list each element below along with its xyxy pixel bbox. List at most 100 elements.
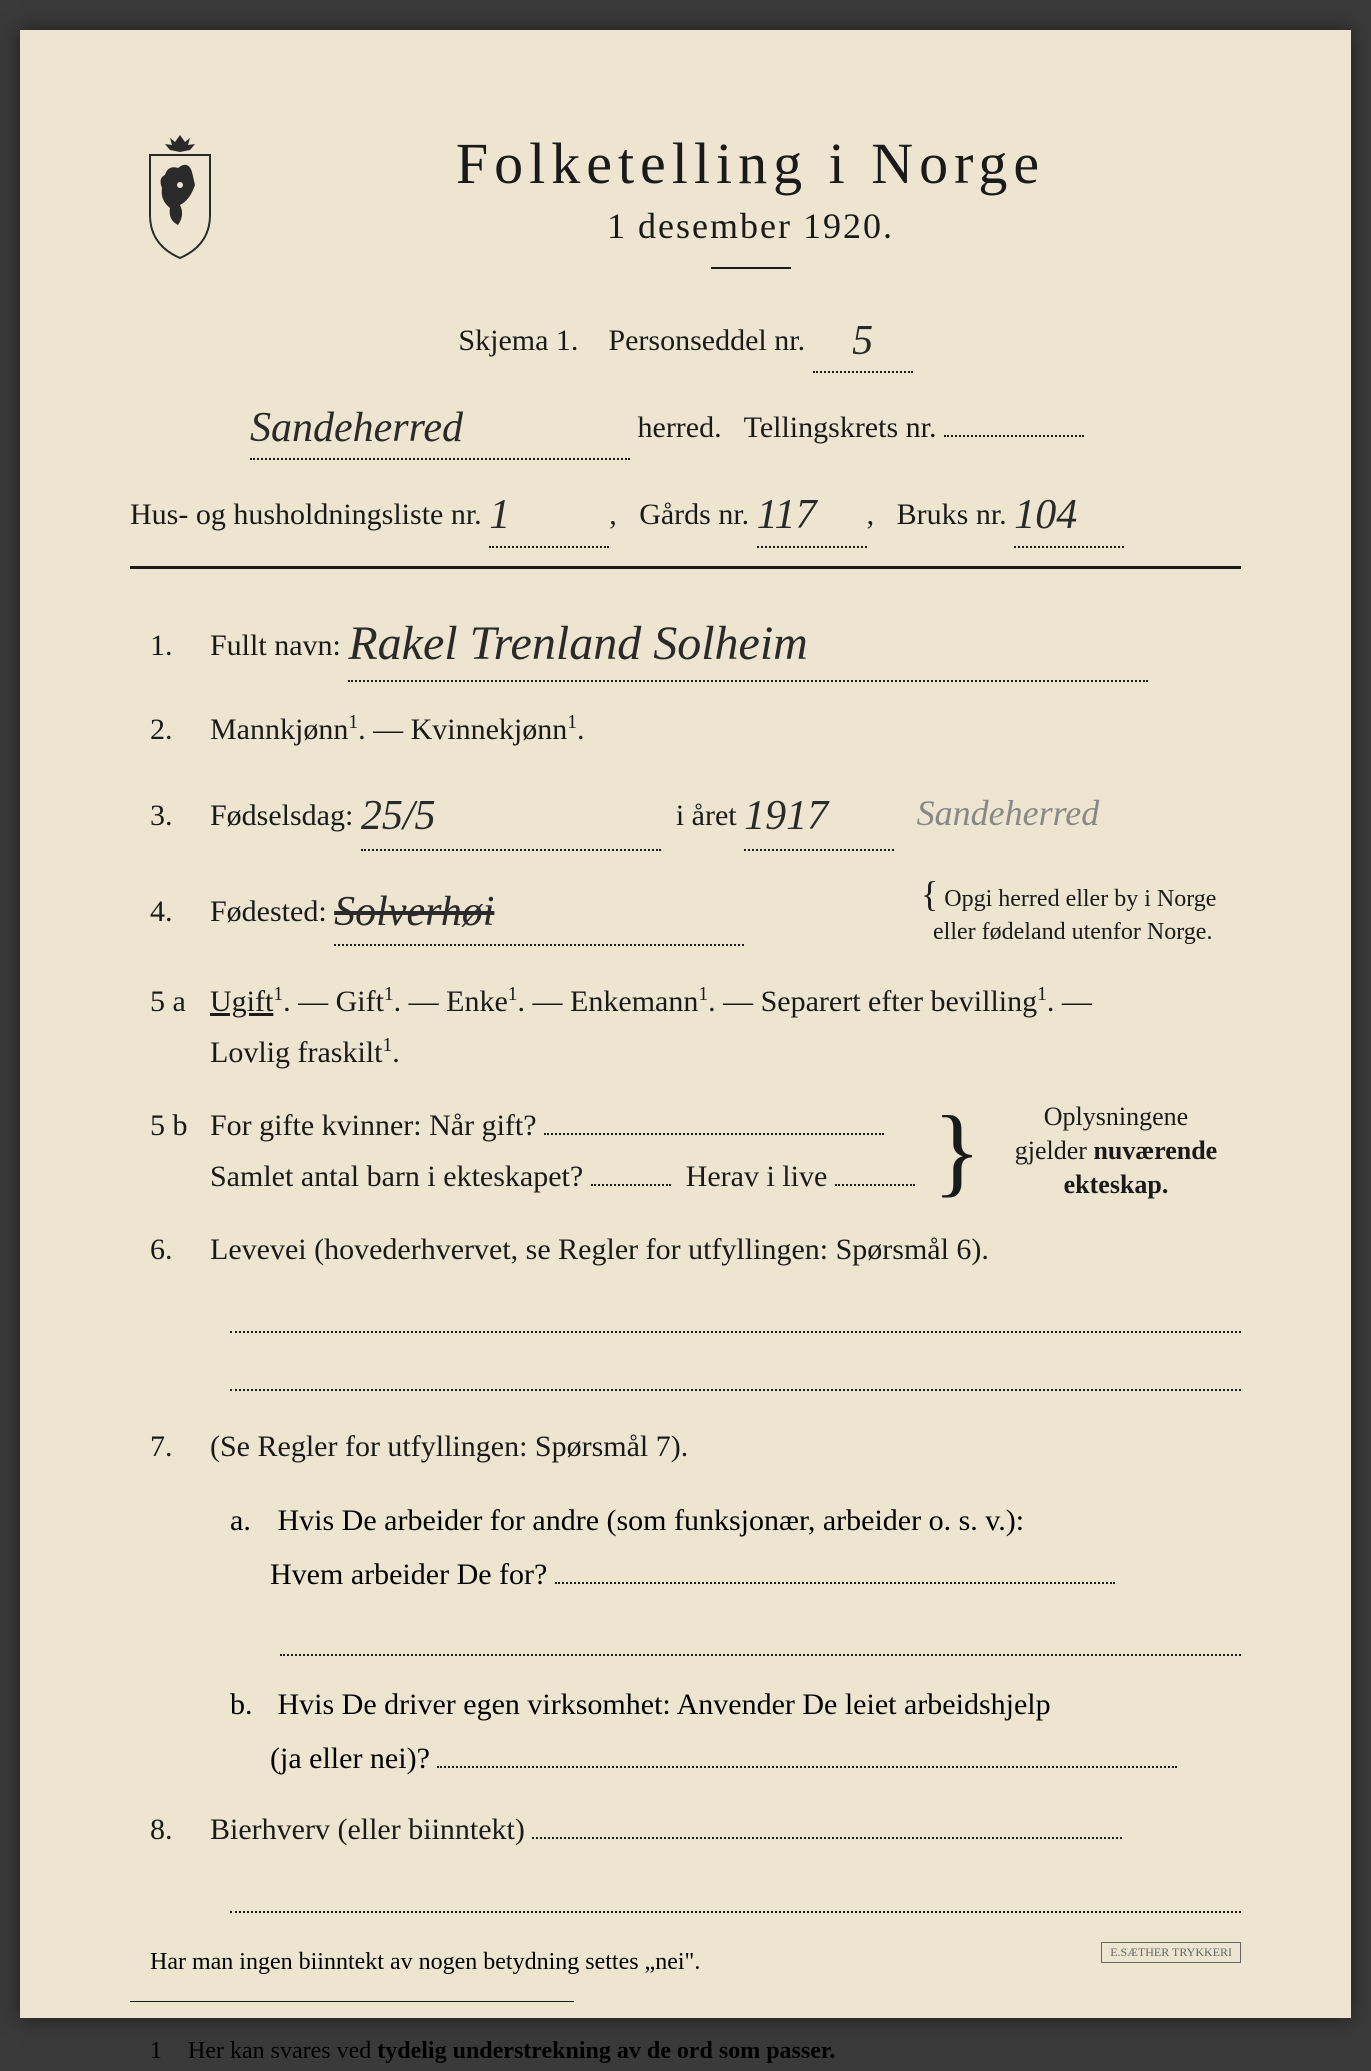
q1-field: Rakel Trenland Solheim <box>348 599 1148 683</box>
footer-note-2: 1 Her kan svares ved tydelig understrekn… <box>130 2032 1241 2070</box>
bruks-label: Bruks nr. <box>897 498 1007 531</box>
q7b-line2: (ja eller nei)? <box>270 1742 430 1775</box>
footnote-num: 1 <box>150 2038 162 2064</box>
header-row: Folketelling i Norge 1 desember 1920. <box>130 130 1241 294</box>
herred-line: Sandeherred herred. Tellingskrets nr. <box>130 391 1241 460</box>
question-7: 7. (Se Regler for utfyllingen: Spørsmål … <box>130 1421 1241 1472</box>
personseddel-field: 5 <box>813 304 913 373</box>
q2-sup-a: 1 <box>348 712 358 733</box>
footer-rule <box>130 2001 574 2002</box>
q4-value: Solverhøi <box>334 877 494 948</box>
q8-label: Bierhverv (eller biinntekt) <box>210 1813 525 1846</box>
main-title: Folketelling i Norge <box>260 130 1241 197</box>
coat-of-arms-icon <box>130 130 230 260</box>
q2-sup-b: 1 <box>567 712 577 733</box>
q8-field <box>532 1837 1122 1839</box>
q8-extra-line <box>230 1877 1241 1913</box>
personseddel-value: 5 <box>852 308 873 375</box>
husliste-value: 1 <box>489 482 510 549</box>
husliste-field: 1 <box>489 478 609 547</box>
q5b-line2b-field <box>835 1184 915 1186</box>
q4-note: { Opgi herred eller by i Norge eller fød… <box>921 871 1241 949</box>
coat-of-arms <box>130 130 230 260</box>
q5b-line2a-label: Samlet antal barn i ekteskapet? <box>210 1160 583 1193</box>
question-2: 2. Mannkjønn1. — Kvinnekjønn1. <box>130 704 1241 755</box>
q3-year-field: 1917 <box>744 777 894 850</box>
q5a-content: Ugift1. — Gift1. — Enke1. — Enkemann1. —… <box>210 976 1241 1078</box>
q8-content: Bierhverv (eller biinntekt) <box>210 1804 1241 1855</box>
q1-value: Rakel Trenland Solheim <box>348 603 808 685</box>
question-7b: b. Hvis De driver egen virksomhet: Anven… <box>130 1678 1241 1786</box>
q6-line2 <box>230 1355 1241 1391</box>
q7b-line1: Hvis De driver egen virksomhet: Anvender… <box>278 1688 1051 1721</box>
herred-field: Sandeherred <box>250 391 630 460</box>
q7a-field <box>555 1582 1115 1584</box>
q5b-line1-field <box>544 1133 884 1135</box>
q1-label: Fullt navn: <box>210 629 341 662</box>
q6-line1 <box>230 1297 1241 1333</box>
personseddel-label: Personseddel nr. <box>608 324 805 357</box>
q7b-letter: b. <box>230 1678 270 1732</box>
form-id-line: Skjema 1. Personseddel nr. 5 <box>130 304 1241 373</box>
q5a-opt1: Ugift <box>210 985 273 1018</box>
house-line: Hus- og husholdningsliste nr. 1, Gårds n… <box>130 478 1241 547</box>
gards-field: 117 <box>757 478 867 547</box>
q5a-opt4: Enkemann <box>570 985 698 1018</box>
q4-note-line2: eller fødeland utenfor Norge. <box>933 919 1212 945</box>
q7a-line2: Hvem arbeider De for? <box>270 1558 547 1591</box>
bruks-field: 104 <box>1014 478 1124 547</box>
subtitle: 1 desember 1920. <box>260 205 1241 247</box>
tellingskrets-label: Tellingskrets nr. <box>744 411 937 444</box>
q6-label: Levevei (hovederhvervet, se Regler for u… <box>210 1224 1241 1275</box>
q7b-field <box>437 1766 1177 1768</box>
census-document: Folketelling i Norge 1 desember 1920. Sk… <box>20 30 1351 2018</box>
q4-field: Solverhøi <box>334 873 744 946</box>
q1-num: 1. <box>130 620 210 671</box>
question-7a: a. Hvis De arbeider for andre (som funks… <box>130 1494 1241 1602</box>
question-6: 6. Levevei (hovederhvervet, se Regler fo… <box>130 1224 1241 1275</box>
q2-opt-a: Mannkjønn <box>210 713 348 746</box>
q3-year-value: 1917 <box>744 781 828 852</box>
section-divider <box>130 566 1241 569</box>
skjema-label: Skjema 1. <box>458 324 578 357</box>
q5b-line2b-label: Herav i live <box>686 1160 828 1193</box>
question-4: 4. Fødested: Solverhøi { Opgi herred ell… <box>130 873 1241 946</box>
q4-label: Fødested: <box>210 895 327 928</box>
q5a-opt3: Enke <box>446 985 508 1018</box>
q7-num: 7. <box>130 1421 210 1472</box>
question-5a: 5 a Ugift1. — Gift1. — Enke1. — Enkemann… <box>130 976 1241 1078</box>
q2-opt-b: Kvinnekjønn <box>411 713 568 746</box>
q2-content: Mannkjønn1. — Kvinnekjønn1. <box>210 704 1241 755</box>
q5b-left: For gifte kvinner: Når gift? Samlet anta… <box>210 1100 933 1202</box>
q3-day-value: 25/5 <box>361 781 436 852</box>
question-5b: 5 b For gifte kvinner: Når gift? Samlet … <box>130 1100 1241 1202</box>
q7a-extra-line <box>280 1620 1241 1656</box>
question-3: 3. Fødselsdag: 25/5 i året 1917 Sandeher… <box>130 777 1241 850</box>
q7-label: (Se Regler for utfyllingen: Spørsmål 7). <box>210 1421 1241 1472</box>
q5a-opt6: Lovlig fraskilt <box>210 1036 382 1069</box>
q1-content: Fullt navn: Rakel Trenland Solheim <box>210 599 1241 683</box>
q2-num: 2. <box>130 704 210 755</box>
q3-day-field: 25/5 <box>361 777 661 850</box>
q3-content: Fødselsdag: 25/5 i året 1917 Sandeherred <box>210 777 1241 850</box>
q5b-note1: Oplysningene <box>1044 1102 1188 1131</box>
brace-icon: } <box>933 1111 981 1191</box>
title-divider <box>711 267 791 269</box>
question-8: 8. Bierhverv (eller biinntekt) <box>130 1804 1241 1855</box>
q5a-opt2: Gift <box>336 985 384 1018</box>
q3-year-label: i året <box>676 799 737 832</box>
q5b-note3: ekteskap. <box>1064 1170 1169 1199</box>
q5b-note: Oplysningene gjelder nuværende ekteskap. <box>991 1100 1241 1201</box>
q3-annotation: Sandeherred <box>917 783 1100 844</box>
q5b-note2: gjelder nuværende <box>1015 1136 1217 1165</box>
q3-num: 3. <box>130 790 210 841</box>
q5b-line2a-field <box>591 1184 671 1186</box>
herred-label: herred. <box>638 411 722 444</box>
herred-value: Sandeherred <box>250 395 463 462</box>
q7a-line1: Hvis De arbeider for andre (som funksjon… <box>278 1504 1025 1537</box>
q4-note-line1: Opgi herred eller by i Norge <box>944 886 1216 912</box>
footer-note-1: Har man ingen biinntekt av nogen betydni… <box>130 1943 1241 1981</box>
q8-num: 8. <box>130 1804 210 1855</box>
q5a-opt5: Separert efter bevilling <box>761 985 1038 1018</box>
q3-label: Fødselsdag: <box>210 799 353 832</box>
